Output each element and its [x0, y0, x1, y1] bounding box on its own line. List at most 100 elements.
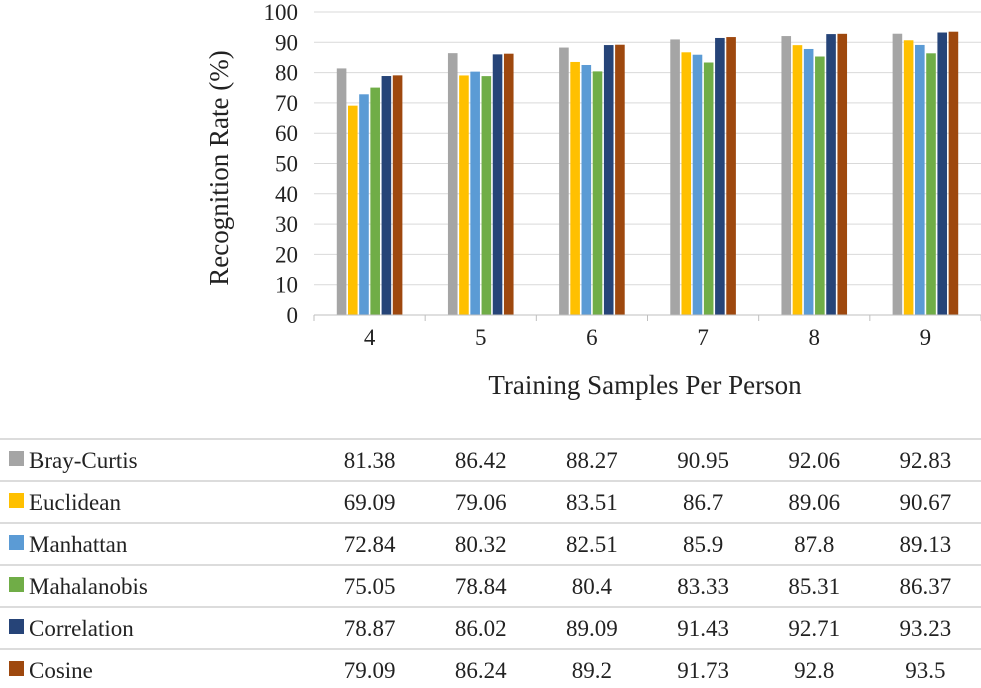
- table-cell-value: 92.8: [794, 658, 834, 683]
- y-tick-label: 50: [275, 152, 298, 177]
- legend-swatch: [9, 535, 24, 550]
- table-cell-value: 86.02: [455, 616, 507, 641]
- bar-correlation-9: [937, 33, 947, 315]
- table-cell-value: 86.42: [455, 448, 507, 473]
- table-cell-value: 90.67: [900, 490, 952, 515]
- y-tick-label: 90: [275, 30, 298, 55]
- bar-cosine-8: [837, 34, 847, 315]
- table-cell-value: 83.51: [566, 490, 618, 515]
- table-cell-value: 89.2: [572, 658, 612, 683]
- table-cell-value: 69.09: [344, 490, 396, 515]
- table-row-label: Bray-Curtis: [29, 448, 138, 473]
- x-tick-label: 4: [364, 325, 376, 350]
- table-row-label: Mahalanobis: [29, 574, 148, 599]
- bar-manhattan-5: [470, 72, 480, 315]
- table-cell-value: 86.24: [455, 658, 507, 683]
- bar-bray-curtis-7: [670, 39, 680, 315]
- bar-manhattan-7: [693, 55, 703, 315]
- y-tick-label: 10: [275, 273, 298, 298]
- bar-manhattan-8: [804, 49, 814, 315]
- table-cell-value: 78.87: [344, 616, 396, 641]
- x-tick-label: 7: [697, 325, 709, 350]
- y-tick-label: 60: [275, 121, 298, 146]
- table-cell-value: 86.7: [683, 490, 723, 515]
- bar-euclidean-5: [459, 75, 469, 315]
- y-tick-label: 70: [275, 91, 298, 116]
- table-row-label: Euclidean: [29, 490, 121, 515]
- bar-manhattan-9: [915, 45, 925, 315]
- bar-bray-curtis-9: [893, 34, 903, 315]
- bar-mahalanobis-8: [815, 57, 825, 315]
- y-tick-label: 30: [275, 212, 298, 237]
- table-cell-value: 85.31: [788, 574, 840, 599]
- bar-mahalanobis-5: [482, 76, 492, 315]
- table-cell-value: 79.09: [344, 658, 396, 683]
- legend-swatch: [9, 577, 24, 592]
- bars: [337, 32, 958, 315]
- y-tick-label: 20: [275, 242, 298, 267]
- legend-swatch: [9, 619, 24, 634]
- gridlines: [314, 12, 981, 285]
- table-cell-value: 86.37: [900, 574, 952, 599]
- table-cell-value: 85.9: [683, 532, 723, 557]
- bar-cosine-4: [393, 75, 403, 315]
- bar-bray-curtis-8: [781, 36, 791, 315]
- y-tick-label: 0: [287, 303, 299, 328]
- table-row-label: Cosine: [29, 658, 93, 683]
- table-cell-value: 91.43: [677, 616, 729, 641]
- y-axis-title: Recognition Rate (%): [204, 50, 234, 285]
- y-tick-label: 40: [275, 182, 298, 207]
- table-cell-value: 83.33: [677, 574, 729, 599]
- data-table: Bray-Curtis 81.38 86.42 88.27 90.95 92.06 92.8…: [0, 439, 981, 683]
- bar-cosine-6: [615, 45, 625, 315]
- table-cell-value: 89.09: [566, 616, 618, 641]
- bar-bray-curtis-6: [559, 48, 569, 315]
- legend-swatch: [9, 493, 24, 508]
- table-cell-value: 78.84: [455, 574, 507, 599]
- bar-euclidean-9: [904, 40, 914, 315]
- bar-mahalanobis-4: [370, 88, 380, 315]
- bar-euclidean-4: [348, 106, 358, 315]
- bar-cosine-7: [726, 37, 736, 315]
- table-cell-value: 92.71: [788, 616, 840, 641]
- table-cell-value: 88.27: [566, 448, 618, 473]
- table-cell-value: 89.13: [900, 532, 952, 557]
- x-tick-label: 5: [475, 325, 487, 350]
- table-cell-value: 92.06: [788, 448, 840, 473]
- bar-correlation-7: [715, 38, 725, 315]
- table-row-label: Manhattan: [29, 532, 128, 557]
- table-cell-value: 72.84: [344, 532, 396, 557]
- table-cell-value: 90.95: [677, 448, 729, 473]
- table-cell-value: 91.73: [677, 658, 729, 683]
- bar-mahalanobis-6: [593, 71, 603, 315]
- x-tick-label: 8: [809, 325, 821, 350]
- legend-swatch: [9, 661, 24, 676]
- table-cell-value: 93.5: [905, 658, 945, 683]
- table-row-label: Correlation: [29, 616, 134, 641]
- table-cell-value: 75.05: [344, 574, 396, 599]
- bar-correlation-8: [826, 34, 836, 315]
- bar-manhattan-4: [359, 94, 369, 315]
- bar-euclidean-8: [793, 45, 803, 315]
- bar-manhattan-6: [582, 65, 592, 315]
- table-cell-value: 80.4: [572, 574, 613, 599]
- bar-cosine-9: [949, 32, 959, 315]
- bar-correlation-4: [382, 76, 392, 315]
- table-cell-value: 87.8: [794, 532, 834, 557]
- x-axis-title: Training Samples Per Person: [488, 370, 802, 400]
- y-tick-label: 80: [275, 61, 298, 86]
- y-tick-label: 100: [264, 0, 299, 25]
- table-cell-value: 93.23: [900, 616, 952, 641]
- bar-cosine-5: [504, 54, 514, 315]
- table-cell-value: 92.83: [900, 448, 952, 473]
- x-tick-label: 9: [920, 325, 932, 350]
- table-cell-value: 79.06: [455, 490, 507, 515]
- bar-mahalanobis-9: [926, 53, 936, 315]
- table-cell-value: 80.32: [455, 532, 507, 557]
- bar-euclidean-7: [681, 52, 691, 315]
- bar-mahalanobis-7: [704, 63, 714, 315]
- table-cell-value: 81.38: [344, 448, 396, 473]
- bar-correlation-6: [604, 45, 614, 315]
